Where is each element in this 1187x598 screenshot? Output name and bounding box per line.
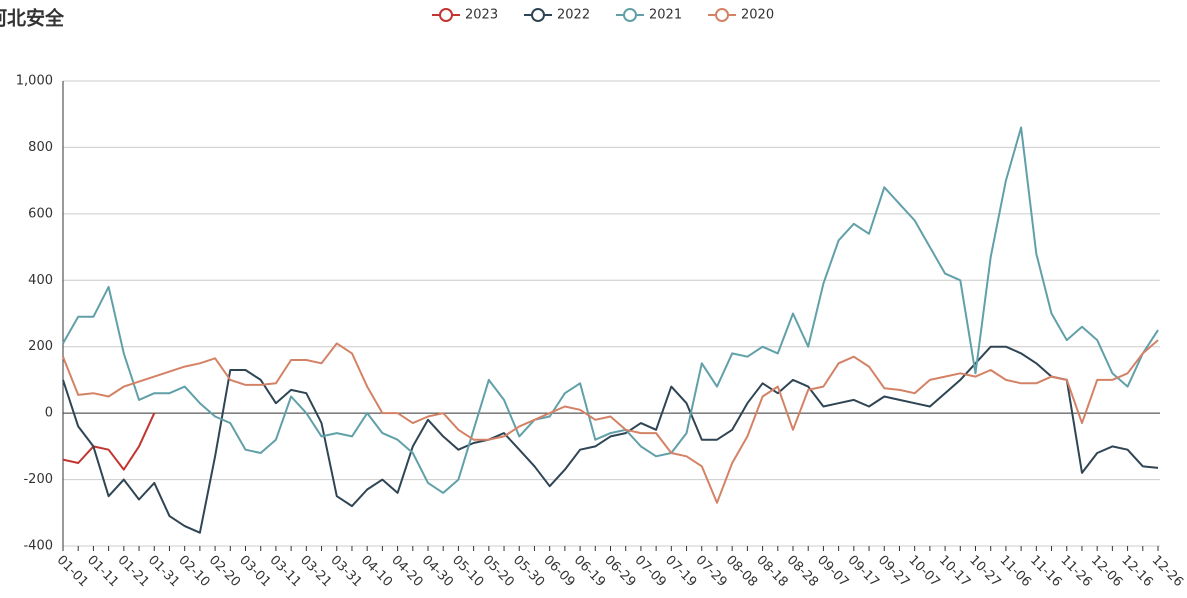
legend-label: 2023 <box>465 8 498 23</box>
legend-marker <box>715 8 729 22</box>
x-tick-label: 12-16 <box>1118 553 1155 590</box>
x-tick-label: 03-21 <box>297 553 334 590</box>
x-tick-label: 11-06 <box>997 553 1034 590</box>
x-tick-label: 03-11 <box>267 553 304 590</box>
x-tick-label: 01-11 <box>84 553 121 590</box>
series-line <box>62 412 156 471</box>
x-tick-label: 09-07 <box>814 553 851 590</box>
x-tick-label: 08-28 <box>784 553 821 590</box>
legend-marker <box>623 8 637 22</box>
x-tick-label: 05-30 <box>510 553 547 590</box>
x-tick-label: 01-01 <box>54 553 91 590</box>
legend-label: 2020 <box>741 8 774 23</box>
x-tick-label: 01-31 <box>145 553 182 590</box>
x-tick-label: 04-20 <box>388 553 425 590</box>
x-tick-label: 06-19 <box>571 553 608 590</box>
y-tick-label: -400 <box>23 539 53 554</box>
chart-title: 河北安全 <box>0 7 65 30</box>
x-tick-label: 09-17 <box>845 553 882 590</box>
x-tick-label: 03-01 <box>236 553 273 590</box>
x-tick-label: 06-09 <box>540 553 577 590</box>
y-tick-label: 1,000 <box>16 74 53 89</box>
legend-label: 2022 <box>557 8 590 23</box>
y-tick-label: 600 <box>28 206 53 221</box>
x-tick-label: 01-21 <box>115 553 152 590</box>
x-tick-label: 11-26 <box>1057 553 1094 590</box>
x-tick-label: 06-29 <box>601 553 638 590</box>
y-tick-label: 400 <box>28 273 53 288</box>
x-tick-label: 07-29 <box>692 553 729 590</box>
x-tick-label: 05-10 <box>449 553 486 590</box>
x-tick-label: 08-18 <box>753 553 790 590</box>
series-line <box>62 345 1159 534</box>
x-tick-label: 02-10 <box>175 553 212 590</box>
x-tick-label: 10-07 <box>905 553 942 590</box>
x-tick-label: 04-30 <box>419 553 456 590</box>
x-tick-label: 09-27 <box>875 553 912 590</box>
x-tick-label: 12-06 <box>1088 553 1125 590</box>
x-tick-label: 11-16 <box>1027 553 1064 590</box>
x-tick-label: 10-17 <box>936 553 973 590</box>
x-tick-label: 08-08 <box>723 553 760 590</box>
legend-label: 2021 <box>649 8 682 23</box>
x-tick-label: 05-20 <box>480 553 517 590</box>
y-tick-label: 0 <box>45 406 53 421</box>
series-line <box>62 339 1159 504</box>
legend-marker <box>531 8 545 22</box>
legend-marker <box>439 8 453 22</box>
x-tick-label: 07-09 <box>632 553 669 590</box>
x-tick-label: 12-26 <box>1149 553 1186 590</box>
y-tick-label: 200 <box>28 339 53 354</box>
x-tick-label: 02-20 <box>206 553 243 590</box>
y-tick-label: -200 <box>23 472 53 487</box>
x-tick-label: 04-10 <box>358 553 395 590</box>
x-tick-label: 03-31 <box>327 553 364 590</box>
series-line <box>62 126 1159 494</box>
x-tick-label: 10-27 <box>966 553 1003 590</box>
y-tick-label: 800 <box>28 140 53 155</box>
x-tick-label: 07-19 <box>662 553 699 590</box>
